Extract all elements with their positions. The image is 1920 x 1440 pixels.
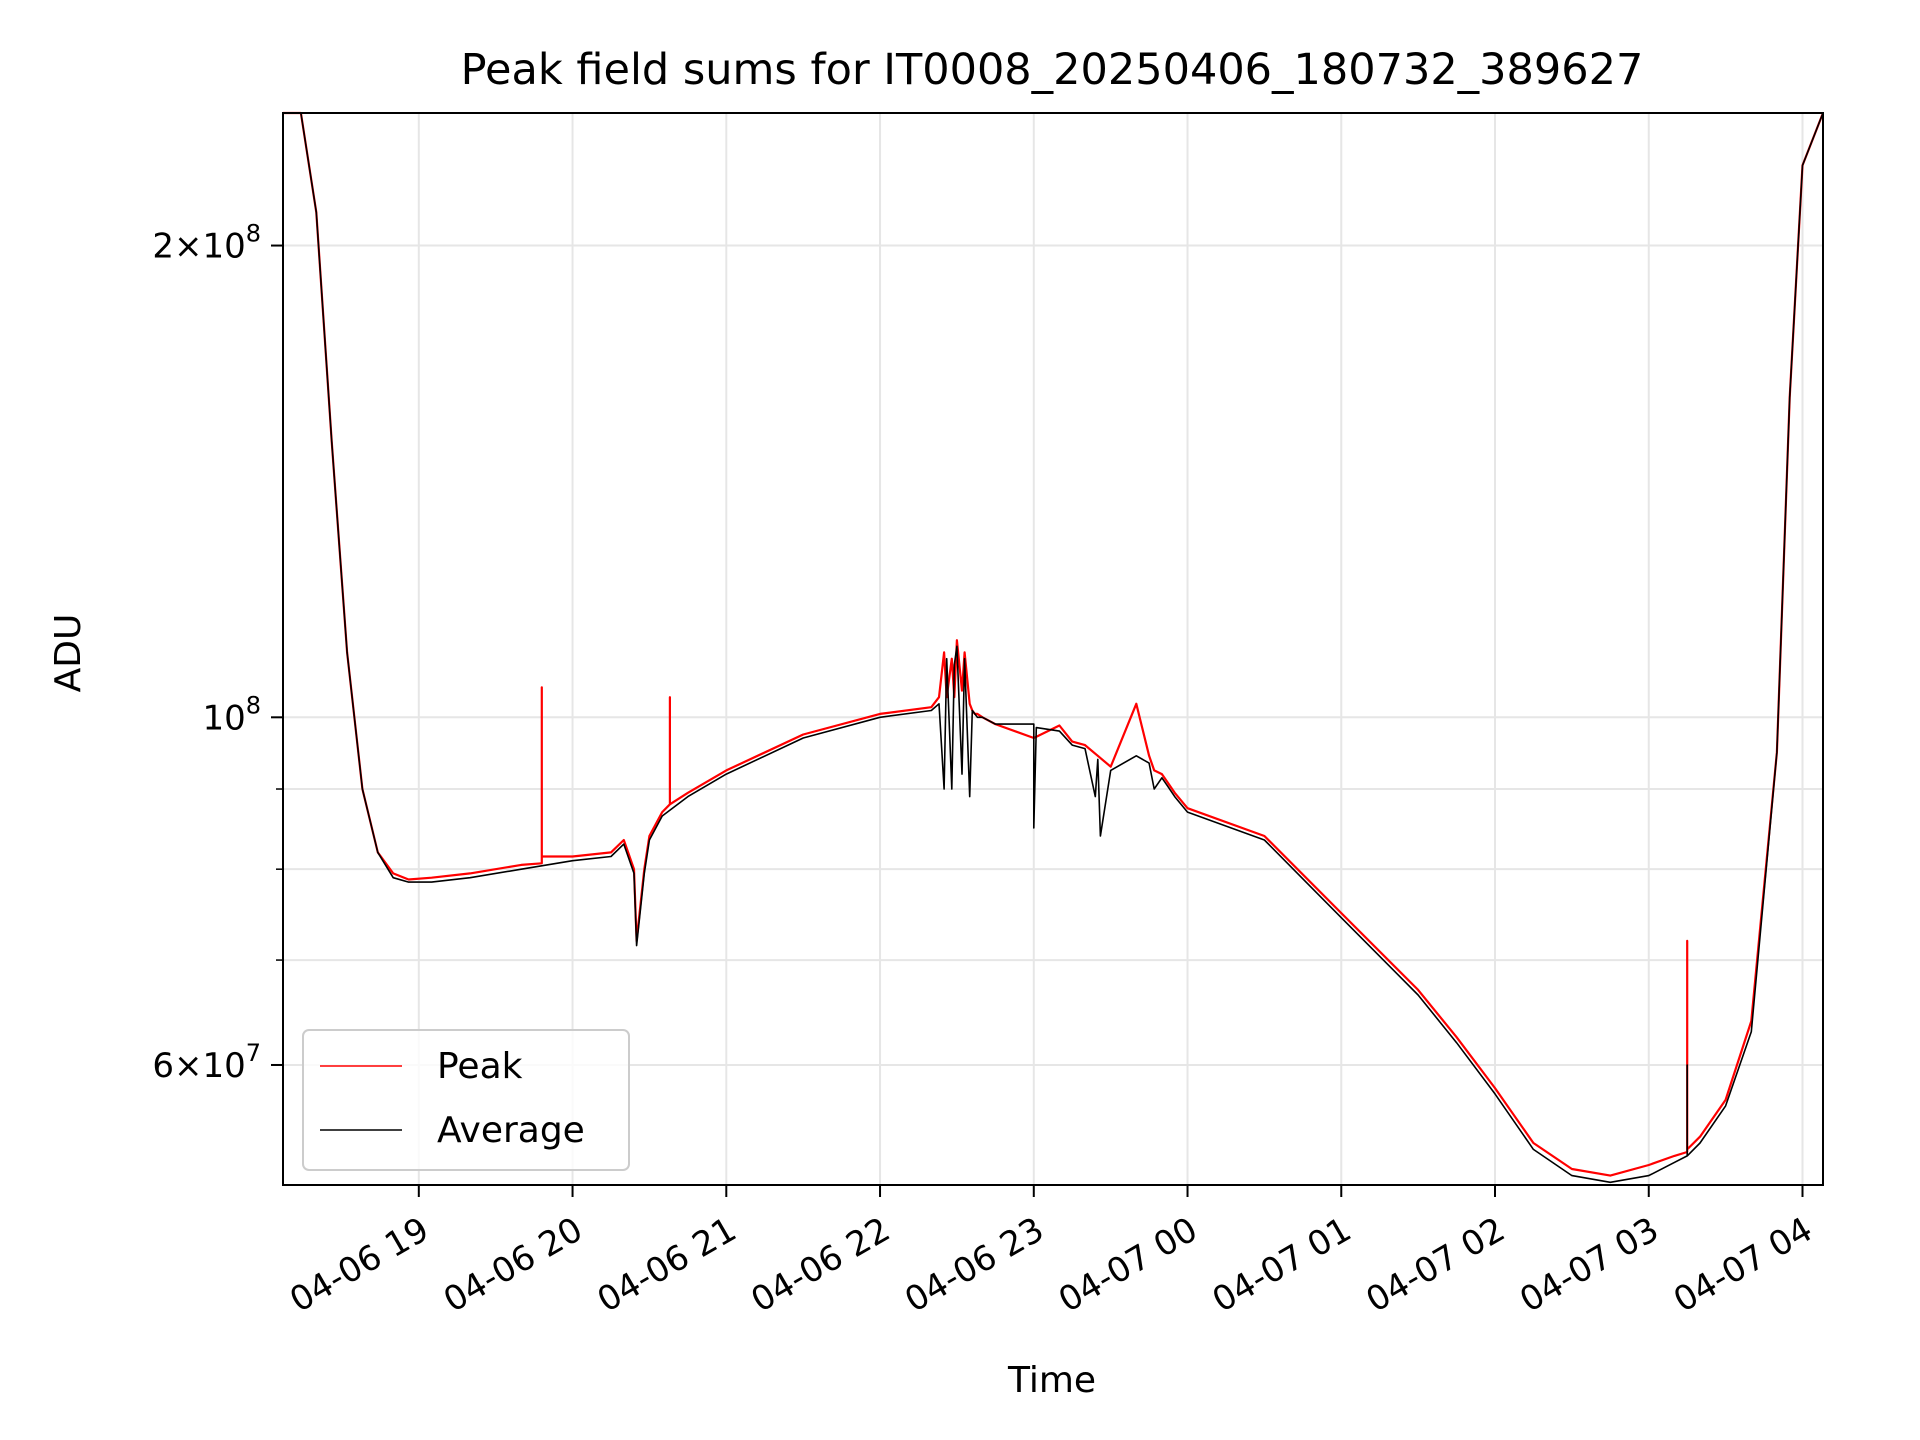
plot-area [283, 111, 1825, 1184]
grid-lines [283, 113, 1823, 1185]
chart-title: Peak field sums for IT0008_20250406_1807… [461, 45, 1644, 95]
y-axis-label: ADU [48, 614, 89, 693]
legend: Peak Average [302, 1029, 630, 1171]
series-line-peak [283, 111, 1825, 1177]
series-line-average [283, 112, 1824, 1184]
legend-peak-label: Peak [437, 1046, 523, 1087]
x-axis-label: Time [1007, 1360, 1096, 1401]
axes-frame [282, 112, 1824, 1186]
y-tick-label: 108 [202, 691, 261, 738]
legend-average-label: Average [437, 1110, 585, 1151]
y-tick-label: 6×107 [152, 1039, 261, 1086]
legend-box [302, 1029, 630, 1171]
y-tick-label: 2×108 [152, 220, 261, 267]
